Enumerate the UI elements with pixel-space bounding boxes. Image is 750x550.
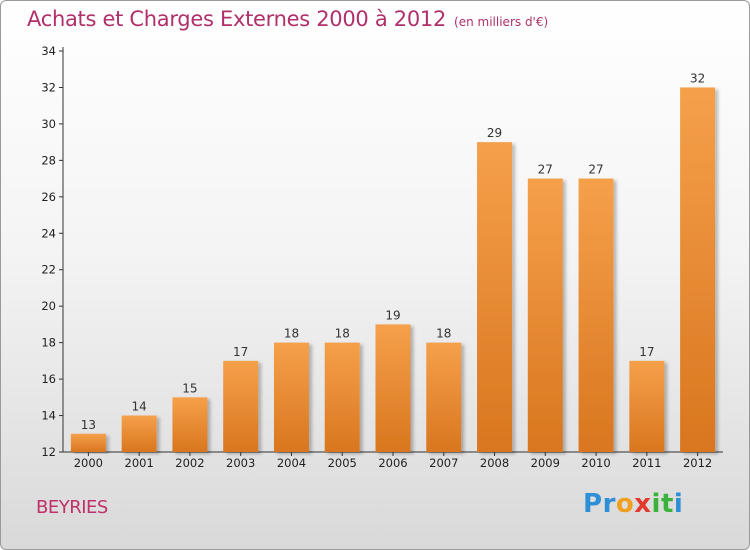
y-tick-label: 26 (41, 190, 56, 204)
x-tick-label: 2006 (378, 456, 407, 470)
x-tick-label: 2004 (277, 456, 306, 470)
bar (375, 324, 411, 452)
bar (223, 360, 259, 452)
x-tick-label: 2002 (175, 456, 204, 470)
x-tick-label: 2012 (683, 456, 712, 470)
chart-title-text: Achats et Charges Externes 2000 à 2012 (27, 7, 447, 31)
bar-value-label: 19 (385, 308, 400, 322)
bar (629, 360, 665, 452)
x-tick-label: 2001 (125, 456, 154, 470)
logo-letter: P (583, 489, 603, 519)
proxiti-logo[interactable]: Proxiti (583, 489, 683, 519)
bar-value-label: 29 (487, 126, 502, 140)
logo-letter: r (602, 489, 616, 519)
bar (273, 342, 309, 452)
bar-value-label: 15 (182, 381, 197, 395)
y-tick-label: 34 (41, 44, 56, 58)
bar (121, 415, 157, 452)
x-tick-label: 2000 (74, 456, 103, 470)
x-tick-label: 2005 (328, 456, 357, 470)
y-tick-label: 22 (41, 263, 56, 277)
chart-title: Achats et Charges Externes 2000 à 2012 (e… (27, 7, 548, 31)
bar-value-label: 17 (233, 345, 248, 359)
logo-letter: i (673, 489, 684, 519)
commune-name: BEYRIES (36, 497, 108, 518)
bar (324, 342, 360, 452)
x-tick-label: 2010 (581, 456, 610, 470)
x-tick-label: 2007 (429, 456, 458, 470)
logo-letter: t (660, 489, 674, 519)
y-tick-label: 30 (41, 117, 56, 131)
y-tick-label: 32 (41, 80, 56, 94)
bar-value-label: 27 (538, 163, 553, 177)
y-tick-label: 14 (41, 409, 56, 423)
bar (680, 87, 716, 453)
bar (477, 142, 513, 453)
bar-value-label: 13 (81, 418, 96, 432)
y-tick-label: 16 (41, 372, 56, 386)
y-tick-label: 18 (41, 336, 56, 350)
bar-value-label: 18 (284, 327, 299, 341)
bar-value-label: 18 (335, 327, 350, 341)
y-tick-label: 28 (41, 153, 56, 167)
bar (578, 178, 614, 452)
chart-subtitle: (en milliers d'€) (454, 15, 549, 29)
bar-value-label: 17 (639, 345, 654, 359)
bar-value-label: 32 (690, 71, 705, 85)
logo-letter: x (634, 489, 652, 519)
bar (426, 342, 462, 452)
y-tick-label: 20 (41, 299, 56, 313)
x-tick-label: 2008 (480, 456, 509, 470)
logo-letter: i (651, 489, 661, 519)
logo-letter: o (615, 489, 635, 519)
x-tick-label: 2011 (632, 456, 661, 470)
y-tick-label: 24 (41, 226, 56, 240)
bar (527, 178, 563, 452)
x-tick-label: 2003 (226, 456, 255, 470)
y-tick-label: 12 (41, 445, 56, 459)
bar (70, 433, 106, 452)
bar-value-label: 18 (436, 327, 451, 341)
bar-value-label: 27 (588, 163, 603, 177)
x-tick-label: 2009 (531, 456, 560, 470)
bar-value-label: 14 (132, 400, 147, 414)
bar (172, 397, 208, 452)
